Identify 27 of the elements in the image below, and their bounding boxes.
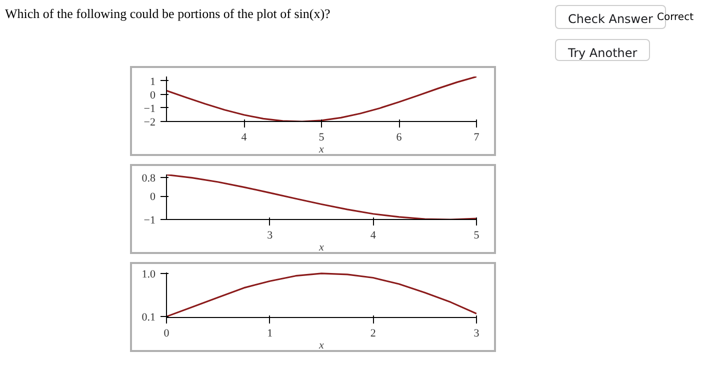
x-tick-label: 5 <box>318 132 325 144</box>
x-tick-label: 7 <box>474 132 480 144</box>
text: Check Answer <box>568 12 653 26</box>
x-tick-label: 4 <box>370 230 376 242</box>
x-axis-title: x <box>318 242 324 254</box>
y-tick-label: −1 <box>144 214 156 226</box>
y-tick-label: 0.1 <box>142 312 156 324</box>
x-tick-label: 4 <box>241 132 248 144</box>
y-tick-label: −2 <box>144 116 156 128</box>
x-tick-label: 5 <box>474 230 480 242</box>
y-tick-label: 1 <box>150 76 156 88</box>
x-tick-label: 6 <box>396 132 402 144</box>
x-tick-label: 0 <box>164 328 170 340</box>
y-tick-label: −1 <box>144 102 156 115</box>
x-tick-label: 3 <box>267 230 274 242</box>
y-tick-label: 0 <box>150 191 156 204</box>
x-tick-label: 2 <box>370 328 376 340</box>
text: Try Another <box>555 39 650 61</box>
x-tick-label: 3 <box>474 328 480 340</box>
chart-title: Which of the following could be portions of the plot of sin(x)? <box>5 5 330 23</box>
y-tick-label: 1.0 <box>142 268 156 280</box>
x-axis-title: x <box>318 340 324 352</box>
text: Correct <box>657 11 694 25</box>
x-tick-label: 1 <box>267 328 273 340</box>
x-axis-title: x <box>318 144 324 156</box>
y-tick-label: 0.8 <box>142 172 156 184</box>
y-tick-label: 0 <box>150 89 156 102</box>
